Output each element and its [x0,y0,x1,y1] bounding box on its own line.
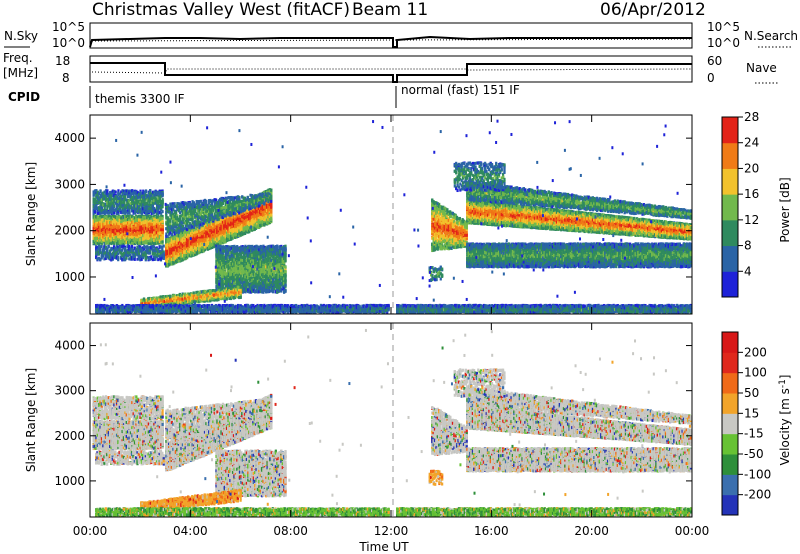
freq-right-tick-bottom: 0 [707,71,715,85]
date-label: 06/Apr/2012 [600,0,706,20]
freq-trace [90,63,692,82]
noise-right-tick-bottom: 10^0 [707,36,740,50]
cpid-segment-1: themis 3300 IF [95,92,185,106]
noise-left-label: N.Sky [4,29,38,43]
cpid-panel: CPID themis 3300 IF normal (fast) 151 IF [8,83,520,108]
noise-panel: N.Sky 10^5 10^0 10^5 10^0 N.Search [4,20,798,50]
noise-right-label: N.Search [744,29,798,43]
freq-left-tick-top: 18 [55,54,70,68]
freq-label-2: [MHz] [3,66,38,80]
noise-sky-trace [90,37,692,47]
figure-title: Christmas Valley West (fitACF) [92,0,350,20]
nave-trace [92,69,692,73]
noise-panel-frame [90,23,692,48]
freq-left-tick-bottom: 8 [62,71,70,85]
freq-label-1: Freq. [3,51,33,65]
noise-left-tick-bottom: 10^0 [52,36,85,50]
noise-left-tick-top: 10^5 [52,20,85,34]
nave-label: Nave [746,61,777,75]
freq-panel: Freq. [MHz] 18 8 60 0 Nave [3,51,778,85]
cpid-segment-2: normal (fast) 151 IF [401,83,520,97]
noise-right-tick-top: 10^5 [707,20,740,34]
cpid-label: CPID [8,90,40,104]
beam-label: Beam 11 [352,0,428,20]
freq-right-tick-top: 60 [707,54,722,68]
power-data-cells [93,120,693,314]
